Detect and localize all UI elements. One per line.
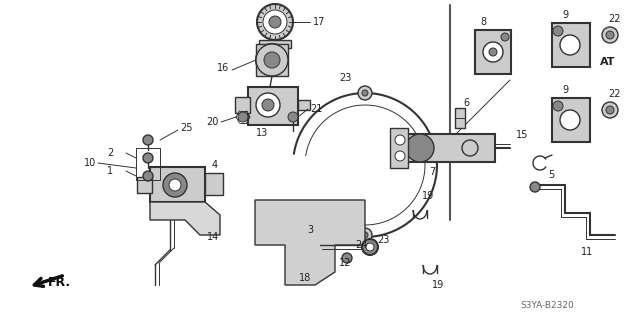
Circle shape: [602, 27, 618, 43]
Bar: [405, 134, 495, 162]
Text: 22: 22: [608, 14, 621, 24]
Circle shape: [143, 135, 153, 145]
Circle shape: [462, 140, 478, 156]
Circle shape: [169, 179, 181, 191]
Text: 15: 15: [516, 130, 529, 140]
Text: 5: 5: [548, 170, 554, 180]
Text: 3: 3: [307, 225, 313, 235]
Bar: [235, 97, 250, 113]
Circle shape: [395, 151, 405, 161]
Bar: [256, 44, 288, 76]
Circle shape: [143, 171, 153, 181]
Circle shape: [362, 90, 368, 96]
Bar: [259, 40, 291, 48]
Bar: [455, 108, 465, 128]
Circle shape: [264, 52, 280, 68]
Circle shape: [262, 99, 274, 111]
Circle shape: [489, 48, 497, 56]
Text: 10: 10: [84, 158, 96, 168]
Bar: [475, 30, 511, 74]
Text: 19: 19: [432, 280, 444, 290]
Text: 16: 16: [217, 63, 229, 73]
Circle shape: [358, 228, 372, 242]
Circle shape: [483, 42, 503, 62]
Bar: [136, 148, 160, 180]
Circle shape: [269, 16, 281, 28]
Polygon shape: [255, 200, 365, 285]
Circle shape: [602, 102, 618, 118]
Circle shape: [256, 44, 288, 76]
Text: S3YA-B2320: S3YA-B2320: [520, 300, 573, 309]
Text: FR.: FR.: [48, 277, 71, 290]
Circle shape: [263, 51, 281, 69]
Circle shape: [163, 173, 187, 197]
Text: 4: 4: [212, 160, 218, 170]
Circle shape: [358, 86, 372, 100]
Text: 19: 19: [422, 191, 435, 201]
Circle shape: [606, 106, 614, 114]
Circle shape: [256, 44, 288, 76]
Text: 9: 9: [562, 85, 568, 95]
Text: 22: 22: [608, 89, 621, 99]
Circle shape: [238, 112, 248, 122]
Text: 11: 11: [581, 247, 593, 257]
Text: 8: 8: [480, 17, 486, 27]
Bar: [552, 98, 590, 142]
Circle shape: [256, 93, 280, 117]
Circle shape: [143, 153, 153, 163]
Text: 7: 7: [429, 167, 435, 177]
Bar: [205, 173, 223, 195]
Text: AT: AT: [600, 57, 616, 67]
Circle shape: [263, 10, 287, 34]
Text: 13: 13: [256, 128, 268, 138]
Text: 17: 17: [313, 17, 325, 27]
Text: 9: 9: [562, 10, 568, 20]
Circle shape: [501, 33, 509, 41]
Bar: [150, 167, 205, 202]
Bar: [298, 100, 310, 110]
Text: 23: 23: [377, 235, 389, 245]
Text: 18: 18: [299, 273, 311, 283]
Circle shape: [530, 182, 540, 192]
Text: 14: 14: [207, 232, 220, 242]
Text: 20: 20: [207, 117, 219, 127]
Circle shape: [395, 135, 405, 145]
Text: 24: 24: [355, 240, 367, 250]
Circle shape: [288, 112, 298, 122]
Circle shape: [362, 239, 378, 255]
Text: 2: 2: [107, 148, 113, 158]
Circle shape: [560, 110, 580, 130]
Text: 1: 1: [107, 166, 113, 176]
Polygon shape: [150, 202, 220, 235]
Text: 21: 21: [310, 104, 323, 114]
Circle shape: [606, 31, 614, 39]
Bar: [390, 128, 408, 168]
Text: 12: 12: [339, 258, 351, 268]
Bar: [552, 23, 590, 67]
Bar: [137, 177, 152, 193]
Text: 23: 23: [339, 73, 351, 83]
Circle shape: [362, 232, 368, 238]
Circle shape: [342, 253, 352, 263]
Circle shape: [406, 134, 434, 162]
Circle shape: [257, 4, 293, 40]
Circle shape: [366, 243, 374, 251]
Text: 6: 6: [463, 98, 469, 108]
Bar: [248, 87, 298, 125]
Circle shape: [560, 35, 580, 55]
Circle shape: [553, 26, 563, 36]
Text: 25: 25: [180, 123, 193, 133]
Circle shape: [553, 101, 563, 111]
